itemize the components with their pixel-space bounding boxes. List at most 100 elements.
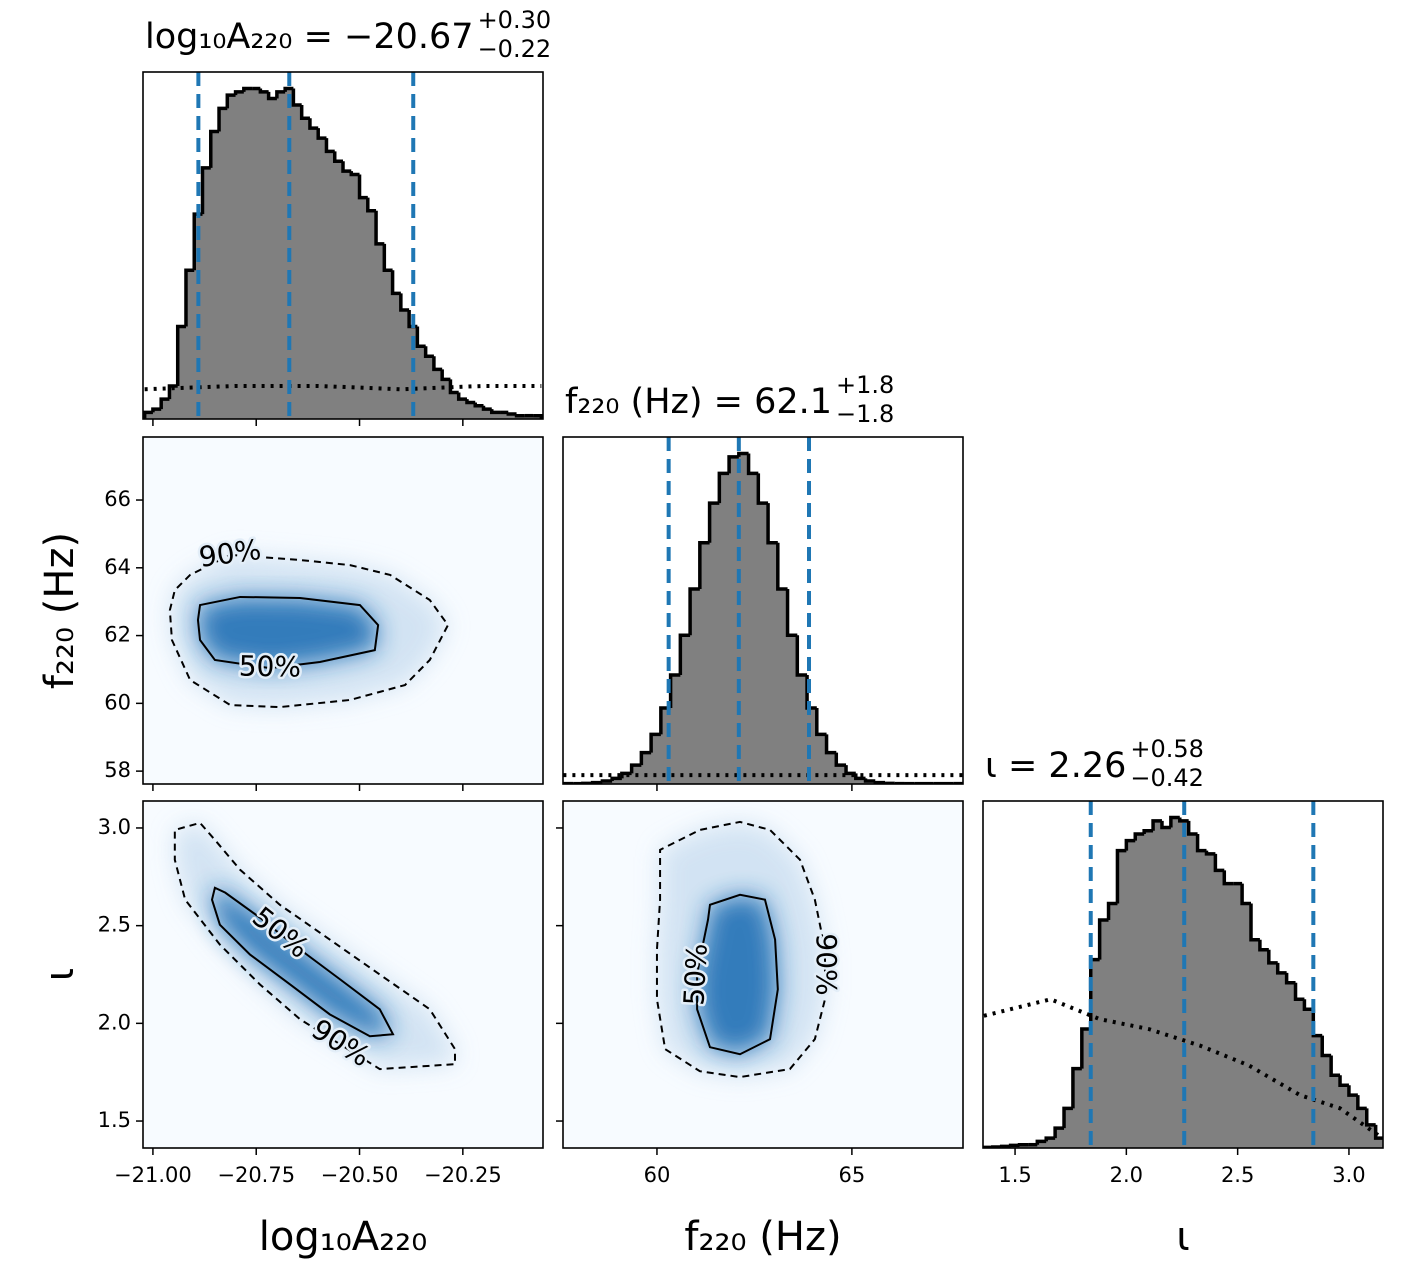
hist-step: [698, 541, 710, 590]
hist-step: [217, 106, 228, 132]
hist-bar: [425, 356, 435, 419]
hist-step: [167, 384, 178, 400]
hist-step: [374, 210, 385, 246]
hist-bar: [293, 105, 303, 419]
hist-bar: [621, 773, 633, 784]
hist-bar: [816, 734, 827, 784]
hist-step: [184, 268, 195, 327]
hist-step: [316, 128, 327, 140]
hist-bar: [1357, 1108, 1368, 1148]
panel: [143, 801, 543, 1148]
hist-step: [678, 633, 691, 675]
hist-step: [1053, 1126, 1065, 1139]
hist-step: [1106, 901, 1118, 920]
panel-title: ι = 2.26: [985, 746, 1126, 786]
hist-step: [824, 734, 837, 755]
hist-step: [639, 750, 652, 766]
hist-step: [1249, 903, 1260, 942]
hist-bar: [1215, 870, 1225, 1148]
hist-bar: [699, 542, 710, 784]
hist-step: [242, 86, 253, 92]
hist-step: [233, 90, 244, 96]
hist-step: [1365, 1108, 1376, 1127]
hist-step: [785, 589, 798, 638]
hist-bar: [1348, 1095, 1359, 1148]
hist-bar: [1117, 850, 1127, 1148]
hist-bar: [326, 151, 336, 419]
hist-step: [590, 780, 603, 784]
hist-bar: [1206, 853, 1216, 1148]
hist-bar: [1304, 1009, 1314, 1148]
hist-step: [423, 346, 434, 358]
hist-step: [291, 88, 302, 107]
hist-step: [1338, 1075, 1349, 1087]
hist-step: [440, 369, 451, 382]
panel: [563, 437, 963, 784]
hist-step: [299, 105, 310, 121]
hist-step: [834, 752, 847, 767]
hist-bar: [400, 309, 410, 419]
y-tick-label: 62: [104, 623, 131, 647]
hist-bar: [500, 412, 509, 419]
hist-bar: [144, 412, 154, 419]
title-upper: +0.58: [1130, 735, 1204, 763]
hist-bar: [680, 635, 691, 784]
hist-bar: [660, 707, 672, 784]
y-tick-label: 2.0: [98, 1010, 131, 1034]
hist-step: [1080, 1027, 1091, 1069]
hist-bar: [1072, 1068, 1083, 1148]
y-tick-label: 3.0: [98, 815, 131, 839]
hist-bar: [641, 752, 652, 784]
hist-step: [349, 171, 360, 177]
hist-bar: [508, 414, 517, 419]
hist-step: [1169, 815, 1180, 828]
title-lower: −1.8: [836, 400, 894, 428]
hist-bar: [709, 503, 720, 784]
hist-step: [366, 197, 377, 213]
hist-step: [1097, 918, 1109, 960]
hist-step: [1311, 1009, 1323, 1038]
hist-step: [324, 138, 335, 154]
x-tick-label: 1.5: [998, 1163, 1031, 1187]
x-tick-label: −21.00: [114, 1163, 192, 1187]
hist-step: [863, 778, 876, 783]
hist-bar: [1375, 1138, 1383, 1148]
hist-bar: [384, 270, 393, 419]
hist-step: [1275, 962, 1287, 975]
panel: [143, 437, 543, 784]
x-tick-label: −20.25: [424, 1163, 502, 1187]
hist-step: [473, 402, 484, 408]
panel: [563, 801, 963, 1148]
hist-bar: [450, 392, 460, 419]
hist-step: [159, 397, 170, 410]
hist-step: [776, 542, 788, 591]
hist-step: [1062, 1106, 1073, 1129]
hist-step: [448, 379, 459, 395]
hist-bar: [301, 118, 311, 419]
hist-bar: [392, 293, 402, 419]
y-axis-label: ι: [37, 968, 83, 982]
hist-bar: [491, 412, 501, 419]
hist-bar: [351, 174, 360, 419]
hist-step: [737, 451, 749, 457]
hist-step: [390, 270, 401, 296]
hist-bar: [1277, 972, 1288, 1148]
hist-step: [1186, 820, 1198, 836]
x-tick-label: 2.0: [1110, 1163, 1143, 1187]
hist-step: [266, 91, 277, 101]
hist-bar: [690, 589, 701, 784]
y-axis-label: f₂₂₀ (Hz): [37, 532, 83, 689]
hist-step: [1044, 1136, 1056, 1142]
hist-bar: [202, 167, 212, 419]
contour-line: [168, 553, 450, 709]
hist-step: [1213, 853, 1225, 873]
hist-bar: [748, 473, 759, 784]
panel-frame: [142, 800, 544, 1149]
hist-step: [795, 635, 808, 677]
hist-bar: [161, 399, 170, 419]
panel-title: log₁₀A₂₂₀ = −20.67: [145, 17, 474, 57]
hist-step: [1373, 1124, 1383, 1148]
hist-step: [506, 412, 517, 416]
panel-title: f₂₂₀ (Hz) = 62.1: [565, 382, 832, 422]
hist-bar: [243, 88, 253, 419]
